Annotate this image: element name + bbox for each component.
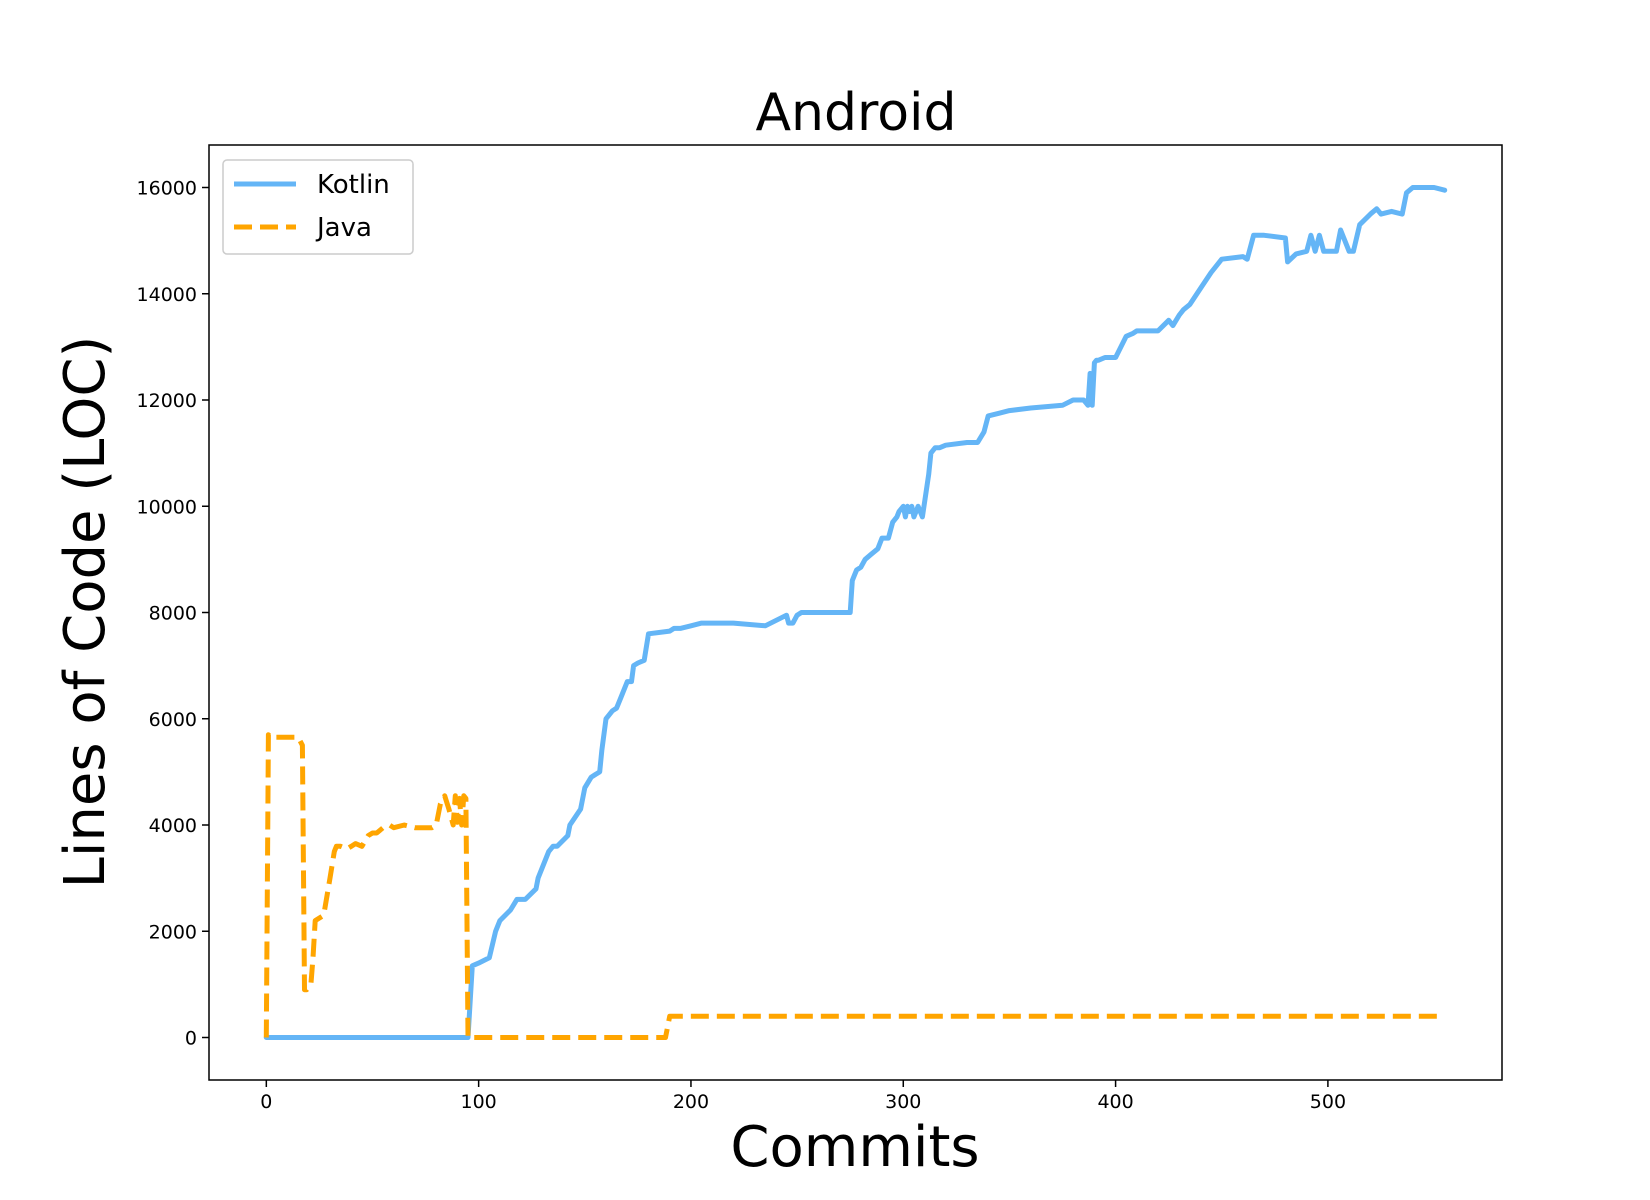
y-tick-label: 8000 (149, 603, 197, 625)
legend-kotlin-label: Kotlin (317, 170, 390, 200)
x-tick-label: 400 (1097, 1091, 1133, 1113)
legend-java-label: Java (315, 213, 372, 243)
series-line-java (263, 732, 1443, 1040)
y-tick-label: 0 (185, 1028, 197, 1050)
y-axis-ticks: 0 2000 4000 6000 8000 10000 12000 14000 16000 (137, 178, 209, 1050)
y-tick-label: 10000 (137, 496, 197, 518)
y-tick-label: 12000 (137, 390, 197, 412)
y-tick-label: 16000 (137, 178, 197, 200)
plot-frame (208, 144, 1503, 1081)
x-axis-ticks: 0 100 200 300 400 500 (260, 1080, 1346, 1113)
y-tick-label: 14000 (137, 284, 197, 306)
plot-lines (263, 185, 1448, 1040)
legend: Kotlin Java (222, 159, 414, 255)
x-tick-label: 0 (260, 1091, 272, 1113)
x-axis-label: Commits (730, 1115, 979, 1180)
y-tick-label: 2000 (149, 921, 197, 943)
chart-title: Android (755, 83, 956, 143)
y-tick-label: 4000 (149, 815, 197, 837)
x-tick-label: 100 (461, 1091, 497, 1113)
x-tick-label: 300 (885, 1091, 921, 1113)
chart-root: Android 0 100 200 300 400 500 0 2000 4000 6000 80… (53, 83, 1503, 1180)
x-tick-label: 200 (673, 1091, 709, 1113)
series-line-kotlin (263, 185, 1448, 1040)
y-axis-label: Lines of Code (LOC) (53, 336, 118, 889)
y-tick-label: 6000 (149, 709, 197, 731)
x-tick-label: 500 (1310, 1091, 1346, 1113)
